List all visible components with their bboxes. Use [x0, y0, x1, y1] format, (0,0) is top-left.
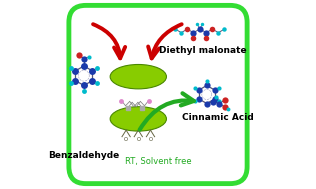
Text: Benzaldehyde: Benzaldehyde: [48, 151, 119, 160]
Text: Cinnamic Acid: Cinnamic Acid: [182, 113, 254, 122]
FancyBboxPatch shape: [69, 5, 247, 184]
Text: O: O: [136, 137, 140, 142]
Ellipse shape: [110, 64, 167, 89]
Text: RT, Solvent free: RT, Solvent free: [125, 157, 191, 166]
Text: Diethyl malonate: Diethyl malonate: [159, 46, 247, 55]
Text: O: O: [124, 137, 128, 142]
Text: O: O: [149, 137, 153, 142]
Ellipse shape: [110, 107, 167, 131]
